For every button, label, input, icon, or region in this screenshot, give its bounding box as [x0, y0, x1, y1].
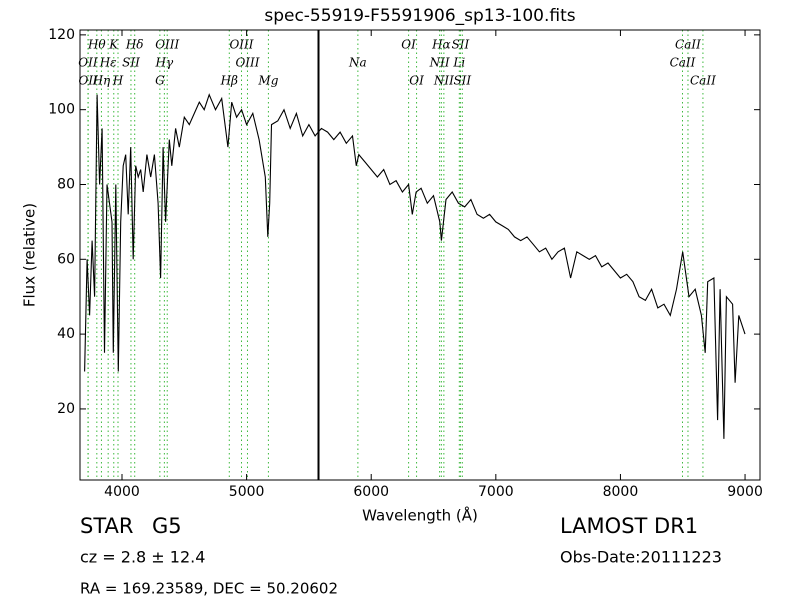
spectral-line-label: OIII	[229, 38, 253, 52]
coordinates: RA = 169.23589, DEC = 50.20602	[80, 580, 338, 598]
spectral-line-label: Hδ	[125, 38, 144, 52]
spectral-line-label: Hη	[92, 74, 111, 88]
spectral-line-label: Hβ	[220, 74, 238, 88]
spectral-line-label: OIII	[155, 38, 179, 52]
spectral-line-label: CaII	[670, 56, 696, 70]
chart-title: spec-55919-F5591906_sp13-100.fits	[264, 6, 575, 26]
spectrum-line	[84, 93, 746, 439]
subclass: G5	[152, 514, 182, 538]
x-tick-label: 8000	[603, 484, 639, 500]
x-tick-label: 5000	[229, 484, 265, 500]
redshift: cz = 2.8 ± 12.4	[80, 548, 205, 567]
spectral-line-label: K	[108, 38, 119, 52]
spectral-line-label: OI	[401, 38, 416, 52]
spectral-line-label: SII	[453, 74, 471, 88]
y-axis-label: Flux (relative)	[21, 203, 39, 307]
spectral-line-label: Hθ	[87, 38, 106, 52]
x-tick-label: 7000	[478, 484, 514, 500]
spectral-line-label: SII	[122, 56, 140, 70]
spectral-line-label: Hγ	[155, 56, 174, 70]
spectral-line-label: OI	[409, 74, 424, 88]
plot-frame	[79, 29, 761, 481]
obs-date: Obs-Date:20111223	[560, 548, 722, 567]
y-tick-label: 20	[57, 401, 75, 417]
spectral-line-label: H	[112, 74, 124, 88]
spectral-line-label: NII	[433, 74, 454, 88]
spectral-line-label: OIII	[235, 56, 259, 70]
spectral-line-label: Hα	[431, 38, 451, 52]
spectral-line-label: OII	[79, 74, 99, 88]
spectral-line-label: G	[155, 74, 165, 88]
spectral-line-label: Mg	[257, 74, 278, 88]
x-tick-label: 4000	[104, 484, 140, 500]
spectral-line-label: Hε	[99, 56, 117, 70]
spectral-line-label: Na	[348, 56, 367, 70]
x-tick-label: 9000	[727, 484, 763, 500]
survey: LAMOST DR1	[560, 514, 698, 538]
object-class: STAR	[80, 514, 133, 538]
spectral-line-label: SII	[452, 38, 470, 52]
y-tick-label: 60	[57, 251, 75, 267]
y-tick-label: 100	[48, 102, 75, 118]
spectral-line-label: Li	[452, 56, 465, 70]
x-tick-label: 6000	[353, 484, 389, 500]
y-tick-label: 80	[57, 176, 75, 192]
y-tick-label: 40	[57, 326, 75, 342]
spectral-line-label: CaII	[675, 38, 701, 52]
x-axis-label: Wavelength (Å)	[362, 506, 478, 525]
spectral-line-label: NII	[429, 56, 450, 70]
spectral-line-label: CaII	[690, 74, 716, 88]
y-tick-label: 120	[48, 27, 75, 43]
